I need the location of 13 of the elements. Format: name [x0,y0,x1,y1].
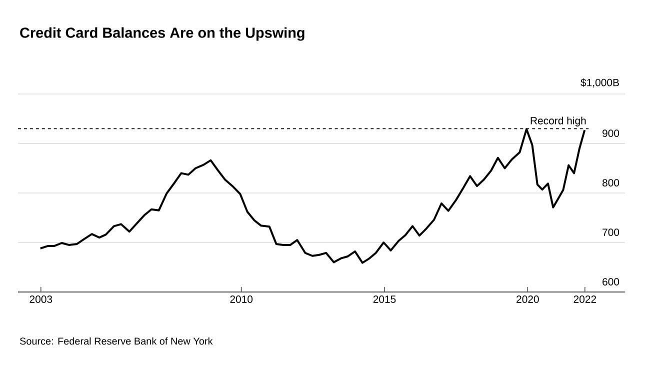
source-note: Source: Federal Reserve Bank of New York [20,337,213,345]
x-tick-label: 2020 [516,296,539,303]
y-tick-label: 700 [602,228,620,236]
x-tick-label: 2003 [30,296,52,303]
chart-title: Credit Card Balances Are on the Upswing [20,27,304,41]
y-tick-label: $1,000B [580,78,619,88]
x-tick-label: 2015 [373,296,396,303]
ref-line-label: Record high [530,116,586,126]
x-tick-label: 2022 [574,296,596,303]
x-tick-label: 2010 [230,296,253,303]
y-tick-label: 800 [602,179,620,186]
y-tick-label: 600 [602,278,620,286]
y-tick-label: 900 [602,130,620,137]
